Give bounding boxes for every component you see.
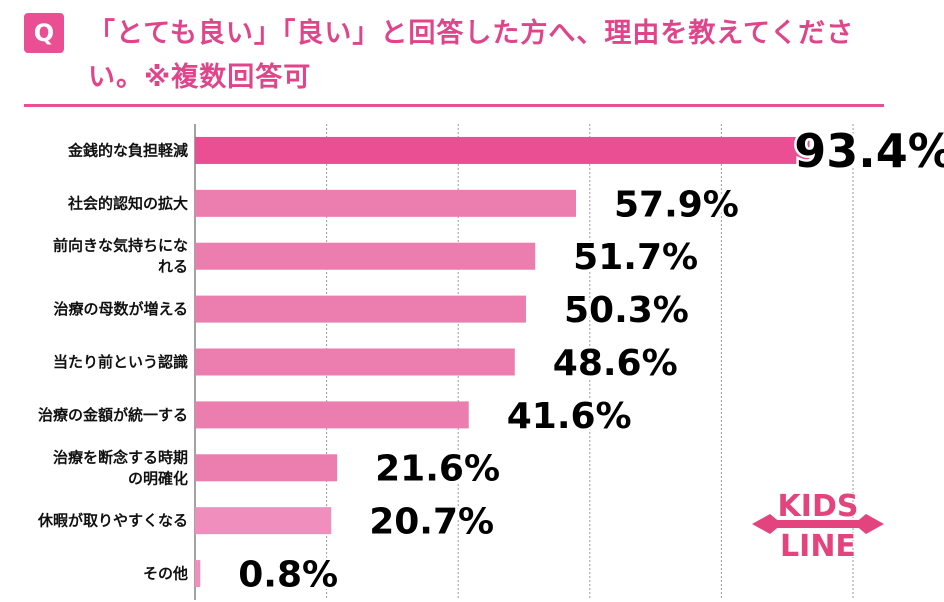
kidsline-logo: KIDS LINE bbox=[752, 488, 884, 564]
bar bbox=[195, 242, 536, 270]
logo-ribbon bbox=[752, 514, 884, 534]
category-label: の明確化 bbox=[128, 469, 188, 487]
logo-line2: LINE bbox=[780, 529, 856, 564]
value-label: 20.7% bbox=[369, 502, 494, 543]
value-label: 0.8% bbox=[238, 555, 338, 596]
value-label: 50.3% bbox=[564, 290, 689, 331]
value-label: 21.6% bbox=[375, 449, 500, 490]
category-label: 金銭的な負担軽減 bbox=[67, 141, 188, 159]
logo-line1: KIDS bbox=[778, 489, 859, 524]
bar bbox=[195, 401, 469, 429]
value-label: 41.6% bbox=[507, 396, 632, 437]
category-label: 治療の母数が増える bbox=[53, 300, 188, 318]
bar bbox=[195, 507, 332, 535]
question-badge: Q bbox=[24, 13, 64, 53]
bar bbox=[195, 454, 338, 482]
title-divider bbox=[24, 104, 884, 107]
category-label: 前向きな気持ちにな bbox=[53, 237, 188, 255]
value-label: 51.7% bbox=[573, 237, 698, 278]
value-label: 93.4% bbox=[794, 124, 944, 178]
category-label: 社会的認知の拡大 bbox=[67, 194, 188, 212]
category-label: その他 bbox=[143, 565, 188, 583]
bar bbox=[195, 560, 201, 588]
bar bbox=[195, 189, 576, 217]
bar bbox=[195, 295, 526, 323]
category-label: 治療の金額が統一する bbox=[38, 406, 188, 424]
category-label: 当たり前という認識 bbox=[53, 353, 188, 371]
value-label: 57.9% bbox=[614, 184, 739, 225]
bar bbox=[195, 136, 810, 164]
bar bbox=[195, 348, 515, 376]
category-label: れる bbox=[158, 258, 188, 276]
question-text: 「とても良い」「良い」と回答した方へ、理由を教えてください。※複数回答可 bbox=[88, 18, 855, 93]
value-label: 48.6% bbox=[553, 343, 678, 384]
category-label: 治療を断念する時期 bbox=[53, 448, 188, 466]
category-label: 休暇が取りやすくなる bbox=[37, 512, 188, 530]
